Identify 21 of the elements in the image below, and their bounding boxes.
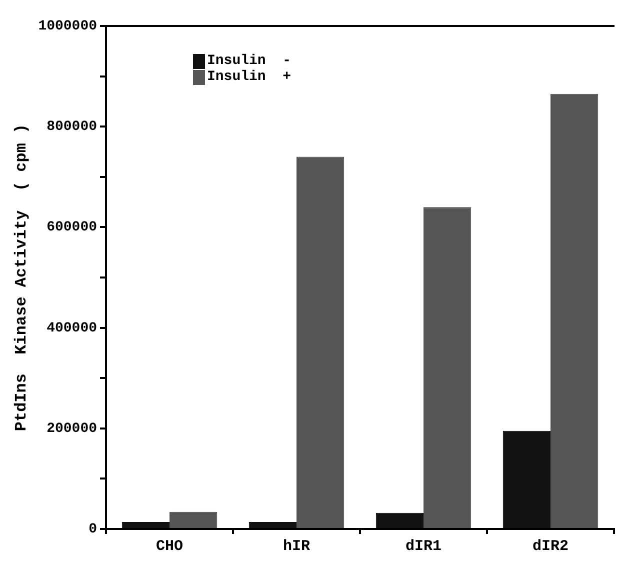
legend-label: Insulin + <box>207 69 292 85</box>
bar <box>502 430 550 528</box>
y-tick-label: 200000 <box>46 420 98 437</box>
legend-label: Insulin - <box>207 53 292 69</box>
x-tick-label: hIR <box>283 538 310 555</box>
y-tick-label: 800000 <box>46 119 98 136</box>
y-axis-title: PtdIns Kinase Activity ( cpm ) <box>12 124 31 432</box>
bar <box>376 512 424 528</box>
bar <box>170 512 218 528</box>
bar <box>122 522 170 528</box>
x-tick-label: dIR1 <box>405 538 442 555</box>
y-tick-label: 1000000 <box>38 18 98 35</box>
bar <box>424 207 472 528</box>
bar <box>296 156 344 528</box>
x-tick-label: dIR2 <box>532 538 569 555</box>
bar <box>248 522 297 528</box>
x-tick-label: CHO <box>156 538 184 555</box>
bar <box>550 94 598 528</box>
y-tick-label: 600000 <box>46 220 98 236</box>
y-tick-label: 400000 <box>46 320 98 336</box>
y-tick-label: 0 <box>88 522 98 538</box>
